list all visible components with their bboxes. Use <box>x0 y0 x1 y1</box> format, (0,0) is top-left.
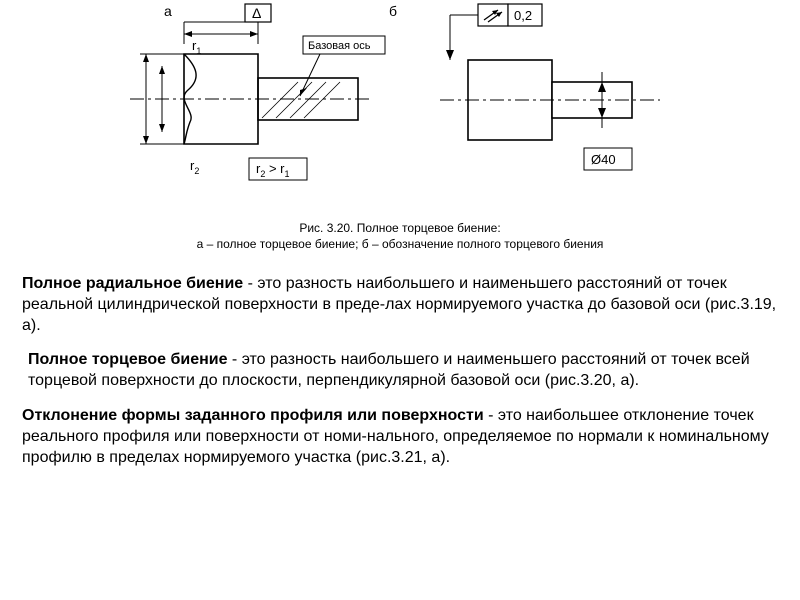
label-a: а <box>164 3 172 19</box>
p3-bold: Отклонение формы заданного профиля или п… <box>22 407 484 424</box>
tolerance-frame: 0,2 <box>446 4 542 60</box>
svg-text:Δ: Δ <box>252 5 261 21</box>
figure-area: а Δ r1 Базовая ось <box>0 0 800 260</box>
dia-box: Ø40 <box>584 148 632 170</box>
label-b: б <box>389 3 397 19</box>
svg-text:r2: r2 <box>190 158 199 176</box>
figure-svg: а Δ r1 Базовая ось <box>0 0 800 260</box>
svg-text:Ø40: Ø40 <box>591 152 616 167</box>
figure-caption-l1: Рис. 3.20. Полное торцевое биение: <box>299 221 500 235</box>
paragraph-torcevoe: Полное торцевое биение - это разность на… <box>28 350 778 392</box>
paragraph-radial: Полное радиальное биение - это разность … <box>22 274 778 336</box>
delta-callout: Δ <box>184 4 271 44</box>
comparison-box: r2 > r1 <box>249 158 307 180</box>
r2-label: r2 <box>190 158 199 176</box>
svg-text:0,2: 0,2 <box>514 8 532 23</box>
figure-caption-l2: а – полное торцевое биение; б – обозначе… <box>197 237 604 251</box>
svg-text:Базовая ось: Базовая ось <box>308 40 371 52</box>
paragraph-profile: Отклонение формы заданного профиля или п… <box>22 406 778 468</box>
base-axis-callout: Базовая ось <box>300 36 385 96</box>
p2-bold: Полное торцевое биение <box>28 351 227 368</box>
p1-bold: Полное радиальное биение <box>22 275 243 292</box>
